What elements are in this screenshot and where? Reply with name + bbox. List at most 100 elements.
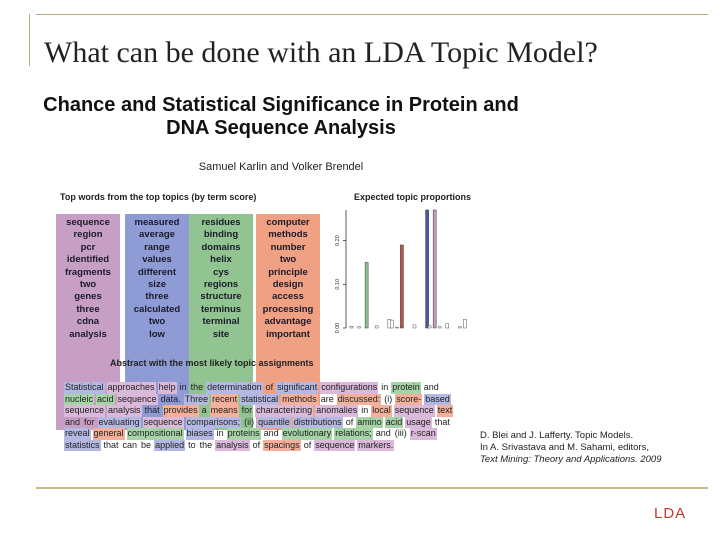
topic-proportion-bar [437,326,442,329]
abstract-word: biases [185,428,214,440]
abstract-word: for [84,416,95,427]
abstract-word: to [188,439,196,450]
abstract-word: (iii) [394,428,407,438]
abstract-word: approaches [106,382,156,394]
abstract-word: configurations [320,382,379,394]
abstract-word: usage [405,416,432,428]
abstract-word: proteins [226,428,261,440]
topic-word: advantage [264,316,312,328]
abstract-word: data. [160,393,181,404]
topic-word: computer [266,217,310,228]
topic-proportion-bar [364,262,369,329]
topic-proportion-bar [395,326,399,329]
topic-word: two [79,279,97,291]
abstract-word: can [122,439,138,450]
topic-word: structure [200,291,242,303]
abstract-word: in [381,382,389,392]
abstract-word: in [216,428,224,438]
abstract-word: (ii) [244,416,255,427]
abstract-word: a [201,405,207,415]
abstract-word: of [252,439,261,450]
topic-word: two [148,316,166,328]
topic-proportion-bar [445,323,450,329]
paper-figure: Chance and Statistical Significance in P… [36,90,526,480]
abstract-word: provides [162,405,199,417]
abstract-word: sequence [116,393,158,405]
topic-word: terminus [200,303,242,315]
topic-word: identified [66,254,110,266]
abstract-word: sequence [314,439,356,451]
topic-proportion-bar [412,324,417,329]
abstract-word: reveal [64,428,91,440]
abstract-word: relations; [334,428,373,440]
topic-word: site [212,328,230,340]
abstract-word: compositional [126,428,184,440]
abstract-word: anomalies [315,405,359,417]
abstract-word: Statistical [64,382,105,394]
topic-word: calculated [133,303,181,315]
abstract-word: spacings [263,439,301,451]
abstract-word: of [345,416,354,427]
abstract-word: means [209,405,239,417]
abstract-word: of [265,382,274,392]
abstract-word: general [92,428,125,440]
abstract-word: evolutionary [281,428,333,440]
topic-word: cdna [76,316,100,328]
topic-word: terminal [202,316,240,328]
frame-top-rule [36,14,708,15]
abstract-word: that [103,439,119,450]
topic-proportions-chart: 0.00 0.10 0.20 [335,209,467,334]
abstract-word: (i) [384,393,393,404]
abstract-word: recent [211,393,239,405]
topic-word: size [148,279,166,291]
abstract-word: analysis [107,405,142,417]
topic-word: residues [201,217,241,228]
topic-word: fragments [65,266,111,278]
abstract-word: distributions [292,416,343,428]
abstract-word: applied [154,439,186,451]
abstract-word: discussed: [336,393,382,405]
topic-word: binding [203,229,239,241]
topic-word: sequence [66,217,110,228]
topic-word: pcr [80,241,96,253]
abstract-word: and [263,428,279,438]
abstract-word: Three [183,393,210,405]
abstract-word: protein [391,382,421,394]
abstract-word: comparisons; [185,416,242,428]
abstract-word: score- [395,393,423,405]
topic-proportion-bar [425,209,429,329]
abstract-word: evaluating [97,416,141,428]
abstract-word: analysis [215,439,250,451]
abstract-word: statistics [64,439,101,451]
topic-word: region [73,229,103,241]
y-tick-label: 0.00 [335,323,341,334]
abstract-word: acid [96,393,115,405]
topic-word: three [145,291,169,303]
topic-word: analysis [69,328,107,340]
topic-word: average [139,229,175,241]
abstract-word: that [434,416,450,427]
topic-proportion-bar [458,326,462,329]
abstract-word: acid [384,416,404,428]
abstract-word: quantile [257,416,291,428]
topic-word: helix [210,254,232,266]
topic-proportions-panel-title: Expected topic proportions [354,192,472,202]
topic-word: measured [134,217,180,228]
topic-word: number [270,241,306,253]
abstract-word: of [303,439,312,450]
topic-word: range [144,241,170,253]
abstract-word: statistical [240,393,280,405]
topic-proportion-bar [427,325,432,329]
topic-word-list-2: measured average range values different size t… [125,214,189,430]
abstract-word: nucleic [64,393,95,405]
frame-bottom-rule [36,487,708,489]
slide-title: What can be done with an LDA Topic Model… [44,36,598,69]
abstract-word: and [65,416,81,427]
abstract-word: help [157,382,177,394]
topic-word: genes [74,291,102,303]
abstract-word: sequence [393,405,435,417]
abstract-word: sequence [142,416,184,428]
abstract-word: characterizing [255,405,314,417]
abstract-word: the [190,382,204,392]
topic-word: regions [203,279,239,291]
